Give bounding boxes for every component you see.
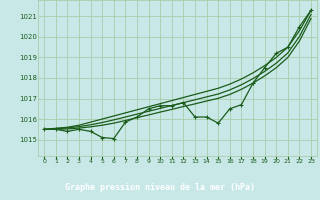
Text: Graphe pression niveau de la mer (hPa): Graphe pression niveau de la mer (hPa) — [65, 183, 255, 192]
